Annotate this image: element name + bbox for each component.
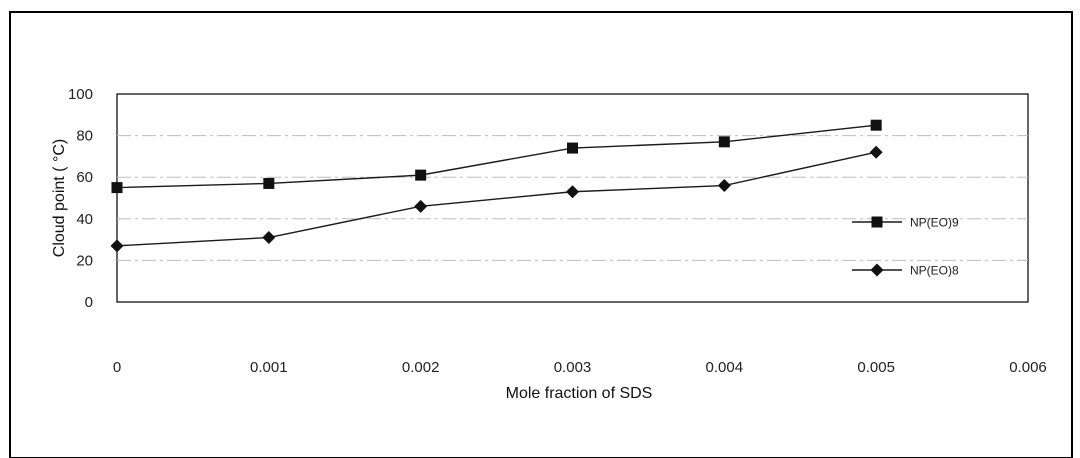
- data-point-square-marker: [870, 119, 882, 131]
- data-point-diamond-marker: [110, 239, 124, 253]
- data-point-square-marker: [567, 142, 578, 154]
- data-point-diamond-marker: [566, 185, 579, 199]
- x-tick-label: 0.006: [1009, 359, 1047, 376]
- legend-label: NP(EO)9: [910, 216, 959, 230]
- data-point-diamond-marker: [869, 145, 883, 159]
- x-axis-ticks: 0 0.001 0.002 0.003 0.004 0.005 0.006: [113, 359, 1047, 376]
- series-square: [111, 119, 882, 194]
- x-tick-label: 0.004: [706, 359, 744, 376]
- legend-item: NP(EO)8: [852, 263, 959, 278]
- legend: NP(EO)9 NP(EO)8: [852, 216, 959, 278]
- legend-item: NP(EO)9: [852, 216, 959, 230]
- x-tick-label: 0.002: [402, 359, 440, 376]
- legend-label: NP(EO)8: [910, 264, 959, 278]
- data-point-diamond-marker: [717, 179, 731, 193]
- x-tick-label: 0.003: [554, 359, 592, 376]
- series-line: [116, 151, 877, 247]
- y-tick-label: 100: [68, 86, 93, 103]
- data-point-square-marker: [263, 177, 275, 189]
- x-tick-label: 0.005: [857, 359, 895, 376]
- y-axis-ticks: 0 20 40 60 80 100: [68, 86, 93, 311]
- data-point-diamond-marker: [262, 231, 276, 245]
- legend-diamond-marker: [870, 263, 884, 277]
- y-tick-label: 20: [76, 252, 93, 269]
- series-layer: [110, 119, 883, 253]
- y-tick-label: 80: [76, 128, 93, 145]
- series-line: [116, 124, 877, 189]
- data-point-square-marker: [415, 169, 427, 181]
- x-tick-label: 0: [113, 359, 121, 376]
- y-tick-label: 40: [76, 211, 93, 228]
- y-tick-label: 60: [76, 169, 93, 186]
- x-tick-label: 0.001: [250, 359, 288, 376]
- series-diamond: [110, 145, 883, 253]
- data-point-square-marker: [111, 182, 123, 194]
- x-axis-title: Mole fraction of SDS: [506, 385, 653, 402]
- data-point-diamond-marker: [414, 199, 428, 213]
- data-point-square-marker: [718, 136, 730, 148]
- y-tick-label: 0: [85, 294, 93, 311]
- legend-square-marker: [871, 216, 883, 228]
- y-axis-title: Cloud point ( °C): [51, 139, 68, 257]
